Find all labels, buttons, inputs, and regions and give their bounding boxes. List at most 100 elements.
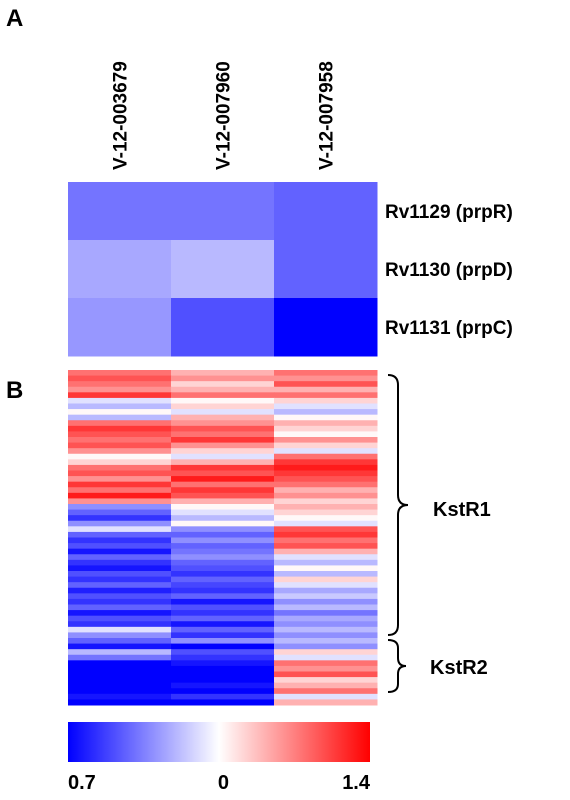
heatmap-cell [68, 498, 172, 505]
heatmap-cell [68, 576, 172, 583]
heatmap-cell [171, 593, 275, 600]
heatmap-cell [171, 531, 275, 538]
heatmap-cell [274, 677, 378, 684]
heatmap-cell [68, 420, 172, 427]
heatmap-cell [68, 414, 172, 421]
heatmap-cell [274, 632, 378, 639]
heatmap-cell [274, 509, 378, 516]
heatmap-cell [68, 515, 172, 522]
heatmap-cell [274, 638, 378, 645]
column-label: V-12-007960 [214, 61, 235, 170]
heatmap-cell [171, 397, 275, 404]
heatmap-cell [68, 464, 172, 471]
heatmap-cell [171, 643, 275, 650]
heatmap-cell [68, 442, 172, 449]
heatmap-cell [68, 531, 172, 538]
heatmap-cell [274, 626, 378, 633]
heatmap-cell [274, 582, 378, 589]
heatmap-cell [68, 470, 172, 477]
heatmap-cell [171, 453, 275, 460]
heatmap-cell [171, 414, 275, 421]
heatmap-cell [68, 660, 172, 667]
heatmap-cell [171, 677, 275, 684]
panel-label: A [6, 5, 23, 32]
heatmap-cell [171, 665, 275, 672]
heatmap-cell [171, 509, 275, 516]
heatmap-cell [274, 453, 378, 460]
heatmap-cell [171, 660, 275, 667]
heatmap-cell [274, 610, 378, 617]
heatmap-cell [68, 677, 172, 684]
heatmap-cell [274, 381, 378, 388]
heatmap-cell [68, 582, 172, 589]
heatmap-cell [171, 548, 275, 555]
heatmap-cell [274, 182, 378, 241]
heatmap-cell [68, 537, 172, 544]
group-bracket [387, 639, 407, 693]
heatmap-cell [171, 470, 275, 477]
heatmap-cell [274, 459, 378, 466]
heatmap-cell [274, 571, 378, 578]
heatmap-cell [274, 520, 378, 527]
heatmap-cell [68, 386, 172, 393]
heatmap-cell [274, 375, 378, 382]
heatmap-cell [274, 498, 378, 505]
heatmap-cell [68, 492, 172, 499]
heatmap-cell [274, 604, 378, 611]
heatmap-cell [171, 375, 275, 382]
heatmap-cell [171, 576, 275, 583]
heatmap-cell [274, 576, 378, 583]
heatmap-cell [274, 565, 378, 572]
heatmap-cell [171, 442, 275, 449]
column-label: V-12-003679 [111, 61, 132, 170]
heatmap-cell [68, 543, 172, 550]
heatmap-cell [171, 481, 275, 488]
heatmap-cell [274, 370, 378, 377]
heatmap-cell [171, 298, 275, 357]
heatmap-cell [274, 621, 378, 628]
heatmap-cell [171, 437, 275, 444]
heatmap-cell [171, 582, 275, 589]
heatmap-cell [68, 397, 172, 404]
heatmap-cell [68, 182, 172, 241]
heatmap-cell [274, 392, 378, 399]
row-label: Rv1129 (prpR) [385, 202, 513, 223]
group-label: KstR2 [430, 657, 488, 679]
heatmap-cell [171, 682, 275, 689]
heatmap-cell [171, 654, 275, 661]
heatmap-cell [171, 537, 275, 544]
heatmap-cell [68, 509, 172, 516]
heatmap-cell [171, 182, 275, 241]
heatmap-cell [171, 626, 275, 633]
heatmap-cell [274, 481, 378, 488]
heatmap-cell [274, 515, 378, 522]
heatmap-cell [171, 610, 275, 617]
heatmap-cell [68, 626, 172, 633]
heatmap-cell [171, 565, 275, 572]
heatmap-cell [274, 403, 378, 410]
heatmap-cell [274, 431, 378, 438]
heatmap-cell [171, 492, 275, 499]
heatmap-cell [274, 526, 378, 533]
heatmap-cell [274, 386, 378, 393]
heatmap-cell [274, 414, 378, 421]
colorbar-tick-label: 0.7 [68, 772, 96, 794]
heatmap-cell [274, 615, 378, 622]
heatmap-cell [274, 240, 378, 299]
heatmap-cell [68, 554, 172, 561]
heatmap-cell [68, 425, 172, 432]
heatmap-cell [171, 688, 275, 695]
heatmap-cell [274, 593, 378, 600]
group-label: KstR1 [433, 499, 491, 521]
heatmap-cell [274, 554, 378, 561]
heatmap-cell [171, 498, 275, 505]
heatmap-cell [171, 515, 275, 522]
heatmap-cell [68, 571, 172, 578]
heatmap-cell [171, 604, 275, 611]
row-label: Rv1131 (prpC) [385, 318, 513, 339]
heatmap-cell [274, 693, 378, 700]
heatmap-cell [274, 649, 378, 656]
heatmap-cell [274, 643, 378, 650]
heatmap-cell [68, 526, 172, 533]
